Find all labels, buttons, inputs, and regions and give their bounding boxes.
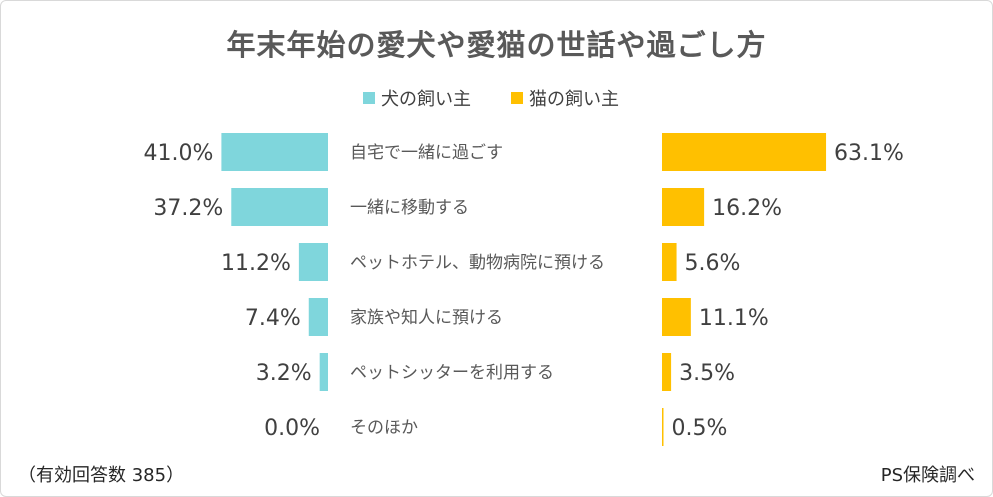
cat-bar — [662, 298, 691, 336]
cat-value-label: 63.1% — [834, 141, 904, 166]
cat-bar — [662, 408, 664, 446]
legend-label-cat: 猫の飼い主 — [529, 89, 619, 110]
dog-value-label: 37.2% — [153, 196, 223, 221]
cat-bar — [662, 188, 705, 226]
cat-value-label: 11.1% — [699, 306, 769, 331]
dog-bar — [298, 243, 328, 281]
category-label: ペットシッターを利用する — [350, 363, 554, 383]
dog-value-label: 11.2% — [221, 251, 291, 276]
legend-label-dog: 犬の飼い主 — [381, 89, 471, 110]
legend-swatch-dog — [363, 92, 375, 104]
dog-bar — [319, 353, 328, 391]
cat-value-label: 3.5% — [679, 361, 735, 386]
dog-bar — [231, 188, 328, 226]
dog-value-label: 3.2% — [256, 361, 312, 386]
dog-value-label: 41.0% — [144, 141, 214, 166]
category-label: そのほか — [350, 418, 418, 438]
dog-value-label: 7.4% — [245, 306, 301, 331]
cat-bar — [662, 133, 827, 171]
chart-title: 年末年始の愛犬や愛猫の世話や過ごし方 — [226, 28, 767, 62]
dog-bar — [221, 133, 328, 171]
legend-item-cat: 猫の飼い主 — [511, 86, 619, 110]
source-credit: PS保険調べ — [880, 465, 975, 486]
category-label: ペットホテル、動物病院に預ける — [350, 253, 605, 273]
legend-item-dog: 犬の飼い主 — [363, 86, 471, 110]
cat-bar — [662, 353, 672, 391]
category-label: 自宅で一緒に過ごす — [350, 143, 503, 163]
legend-swatch-cat — [511, 92, 523, 104]
category-label: 家族や知人に預ける — [350, 308, 503, 328]
cat-value-label: 16.2% — [712, 196, 782, 221]
sample-size-note: （有効回答数 385） — [18, 465, 185, 486]
cat-bar — [662, 243, 677, 281]
cat-value-label: 0.5% — [672, 416, 728, 441]
dog-value-label: 0.0% — [264, 416, 320, 441]
dog-bar — [308, 298, 328, 336]
cat-value-label: 5.6% — [685, 251, 741, 276]
category-label: 一緒に移動する — [350, 198, 469, 218]
